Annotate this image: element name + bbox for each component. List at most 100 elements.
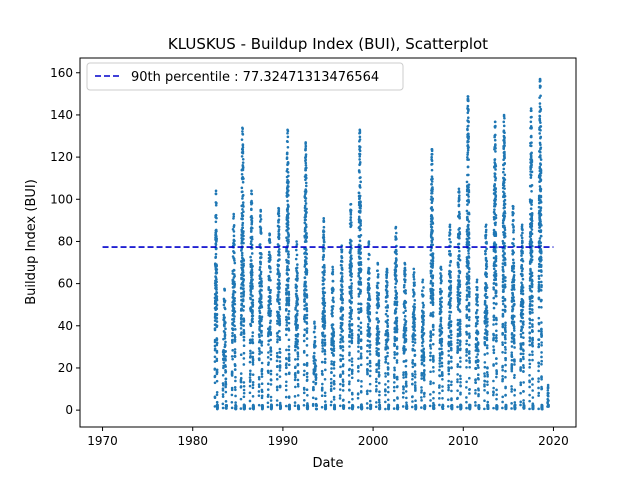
data-point [322,263,326,267]
data-point [450,360,453,363]
data-point [466,151,470,154]
data-point [367,284,371,288]
data-point [476,286,479,289]
data-point [486,391,489,395]
data-point [276,340,279,344]
data-point [431,314,435,318]
data-point [213,355,217,359]
data-point [341,313,345,317]
data-point [340,321,344,325]
data-point [395,258,398,262]
data-point [312,330,316,334]
data-point [293,401,297,404]
data-point [474,401,477,404]
data-point [348,345,351,348]
data-point [257,375,261,379]
data-point [386,322,389,325]
data-point [340,248,344,251]
data-point [493,183,497,186]
data-point [441,407,445,410]
data-point [297,407,301,411]
data-point [367,240,371,243]
data-point [332,300,335,304]
data-point [422,353,426,357]
data-point [296,263,299,266]
data-point [486,404,490,407]
data-point [423,368,426,372]
data-point [240,303,244,307]
data-point [248,384,252,388]
data-point [494,190,497,194]
data-point [322,243,325,247]
data-point [286,131,289,135]
data-point [232,212,236,216]
data-point [431,274,435,277]
data-point [402,311,406,314]
data-point [285,321,289,324]
data-point [459,356,462,360]
data-point [213,405,217,408]
data-point [286,216,290,220]
data-point [467,252,470,255]
data-point [357,364,360,368]
data-point [430,191,434,195]
data-point [422,376,426,380]
data-point [422,318,425,322]
data-point [266,388,270,391]
data-point [296,363,300,366]
data-point [260,375,264,378]
data-point [230,393,234,397]
data-point [215,216,218,220]
data-point [249,338,252,342]
data-point [494,150,497,153]
data-point [286,223,290,227]
data-point [502,278,505,281]
data-point [429,312,433,315]
data-point [359,356,363,360]
data-point [404,390,408,393]
data-point [484,267,488,270]
data-point [358,197,361,200]
data-point [357,191,361,195]
data-point [239,397,243,401]
data-point [287,329,291,332]
data-point [224,340,227,344]
data-point [260,394,264,398]
data-point [510,367,514,371]
data-point [215,400,219,404]
data-point [359,321,363,325]
data-point [330,362,333,366]
data-point [232,307,236,310]
data-point [468,343,471,347]
data-point [448,264,452,267]
data-point [456,396,459,400]
data-point [368,374,372,378]
data-point [494,234,498,238]
data-point [329,377,333,381]
data-point [432,328,435,332]
data-point [260,315,264,319]
data-point [349,216,353,219]
data-point [448,232,452,236]
data-point [251,358,255,362]
data-point [258,338,262,342]
data-point [485,346,489,350]
data-point [448,225,452,229]
data-point [241,298,245,301]
data-point [405,406,409,410]
data-point [386,338,390,341]
data-point [474,378,477,381]
data-point [402,371,405,374]
data-point [431,243,435,247]
data-point [466,111,470,115]
data-point [213,375,217,379]
data-point [224,390,228,394]
data-point [257,383,261,386]
data-point [332,363,336,367]
data-point [413,385,417,389]
data-point [483,353,487,356]
data-point [221,395,225,398]
data-point [215,280,218,284]
data-point [284,404,288,408]
data-point [359,176,362,179]
